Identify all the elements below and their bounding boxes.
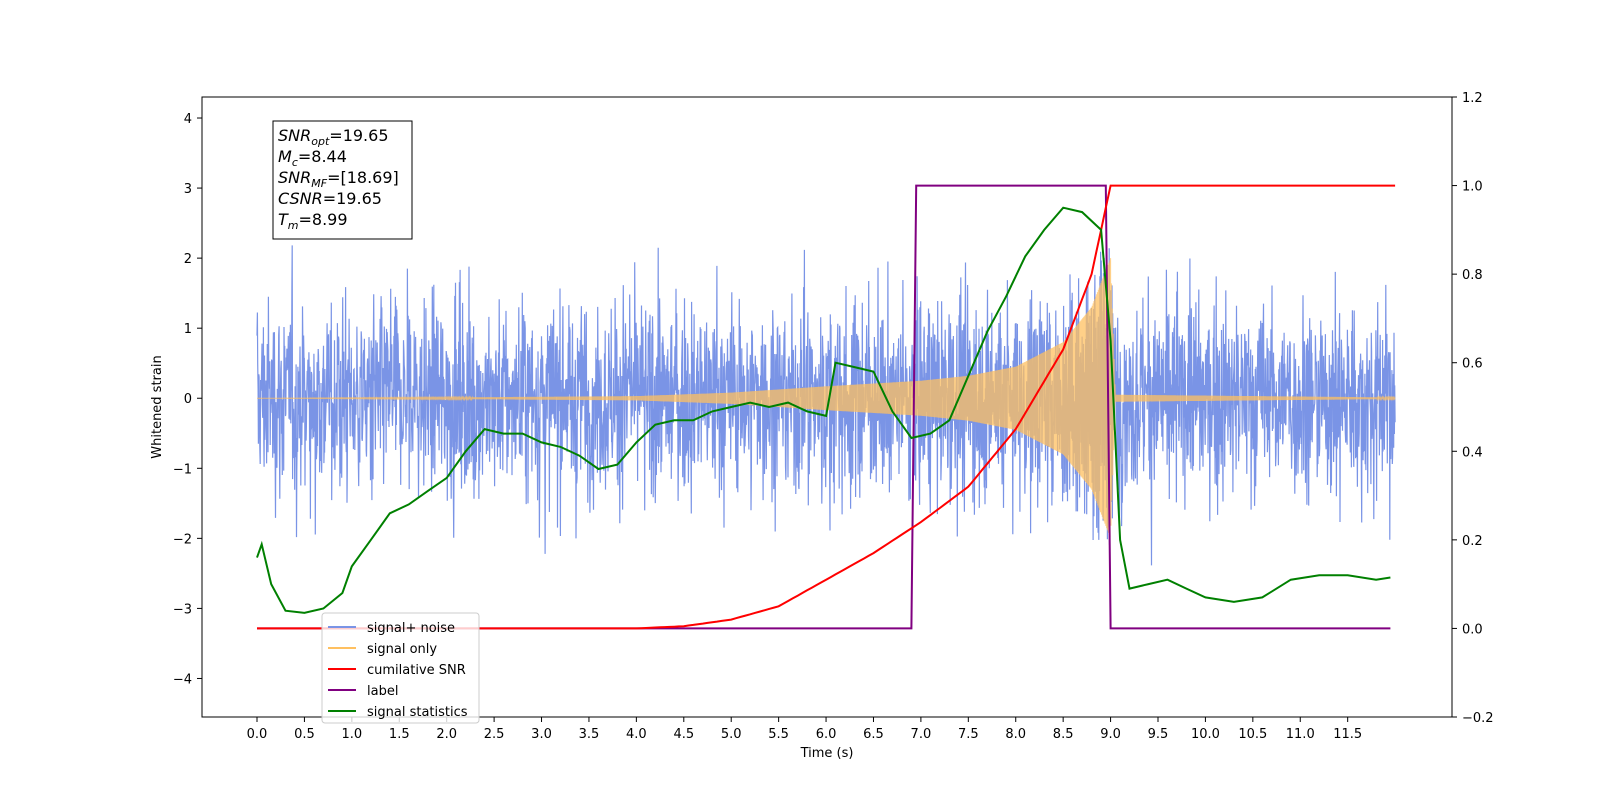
x-tick-label: 9.0 xyxy=(1100,727,1121,742)
x-tick-label: 5.0 xyxy=(721,727,742,742)
legend-entry-label: signal only xyxy=(367,642,437,657)
legend-entry-label: cumilative SNR xyxy=(367,663,466,678)
y-tick-label-right: 0.8 xyxy=(1462,268,1483,283)
legend-entry-label: signal+ noise xyxy=(367,621,455,636)
y-tick-label-left: 1 xyxy=(184,322,192,337)
y-tick-label-left: −1 xyxy=(173,462,192,477)
x-tick-label: 3.5 xyxy=(579,727,600,742)
annotation-line: CSNR=19.65 xyxy=(278,189,382,208)
legend-entry-label: signal statistics xyxy=(367,705,468,720)
annotation-line: SNRopt=19.65 xyxy=(278,126,389,148)
y-tick-label-right: 1.2 xyxy=(1462,91,1483,106)
x-tick-label: 2.0 xyxy=(436,727,457,742)
y-tick-label-right: 0.4 xyxy=(1462,445,1483,460)
x-tick-label: 0.5 xyxy=(294,727,315,742)
annotation-line: SNRMF=[18.69] xyxy=(278,168,399,190)
x-tick-label: 4.5 xyxy=(673,727,694,742)
x-tick-label: 6.0 xyxy=(816,727,837,742)
y-tick-label-right: 0.2 xyxy=(1462,534,1483,549)
annotation-line: Tm=8.99 xyxy=(278,210,348,232)
y-tick-label-left: −3 xyxy=(173,602,192,617)
y-tick-label-left: 0 xyxy=(184,392,192,407)
x-tick-label: 8.0 xyxy=(1005,727,1026,742)
x-tick-label: 6.5 xyxy=(863,727,884,742)
y-axis-right: 1.2 1.0 0.8 0.6 0.4 0.2 0.0 −0.2 xyxy=(1452,91,1494,726)
x-tick-label: 1.0 xyxy=(342,727,363,742)
y-tick-label-right: 0.0 xyxy=(1462,622,1483,637)
x-tick-label: 7.5 xyxy=(958,727,979,742)
legend-frame xyxy=(321,612,480,724)
series-signal-only xyxy=(257,258,1396,538)
x-tick-label: 4.0 xyxy=(626,727,647,742)
y-tick-label-right: −0.2 xyxy=(1462,711,1494,726)
x-tick-label: 8.5 xyxy=(1053,727,1074,742)
x-tick-label: 2.5 xyxy=(484,727,505,742)
y-tick-label-left: −2 xyxy=(173,532,192,547)
y-axis-label-left: Whitened strain xyxy=(150,355,165,458)
legend-entry-label: label xyxy=(367,684,398,699)
y-tick-label-left: −4 xyxy=(173,672,192,687)
x-tick-label: 11.5 xyxy=(1333,727,1362,742)
x-tick-label: 3.0 xyxy=(531,727,552,742)
x-tick-label: 0.0 xyxy=(247,727,268,742)
x-tick-label: 5.5 xyxy=(768,727,789,742)
x-tick-label: 10.0 xyxy=(1191,727,1220,742)
plot-area xyxy=(256,184,1396,630)
x-tick-label: 10.5 xyxy=(1238,727,1267,742)
series-signal-noise xyxy=(256,245,1396,566)
y-tick-label-right: 1.0 xyxy=(1462,180,1483,195)
x-axis: 0.0 0.5 1.0 1.5 2.0 2.5 3.0 3.5 4.0 4.5 5.0 5.5 6.0 6… xyxy=(247,717,1362,742)
x-tick-label: 9.5 xyxy=(1148,727,1169,742)
x-tick-label: 7.0 xyxy=(911,727,932,742)
annotation-line: Mc=8.44 xyxy=(278,147,347,169)
series-label xyxy=(257,184,1391,630)
annotation-frame xyxy=(272,120,413,240)
y-tick-label-left: 2 xyxy=(184,252,192,267)
y-tick-label-left: 4 xyxy=(184,112,192,127)
y-tick-label-right: 0.6 xyxy=(1462,357,1483,372)
stats-annotation-box: SNRopt=19.65Mc=8.44SNRMF=[18.69]CSNR=19.… xyxy=(272,120,413,240)
y-axis-left: 4 3 2 1 0 −1 −2 −3 −4 xyxy=(173,112,202,687)
x-tick-label: 11.0 xyxy=(1286,727,1315,742)
y-tick-label-left: 3 xyxy=(184,182,192,197)
plot-frame xyxy=(201,96,1453,718)
series-signal-statistics xyxy=(256,206,1391,614)
x-axis-label: Time (s) xyxy=(800,746,854,761)
legend: signal+ noise signal only cumilative SNR la… xyxy=(321,612,480,724)
x-tick-label: 1.5 xyxy=(389,727,410,742)
